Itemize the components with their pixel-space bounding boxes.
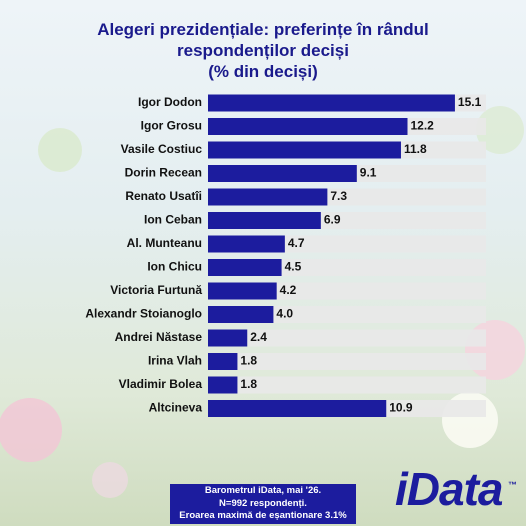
bar — [208, 94, 455, 112]
y-tick-label: Igor Grosu — [141, 119, 202, 133]
y-tick-label: Ion Ceban — [144, 213, 202, 227]
bar — [208, 400, 387, 417]
y-tick-label: Al. Munteanu — [127, 236, 202, 250]
bar — [208, 118, 408, 135]
y-tick-label: Irina Vlah — [148, 354, 202, 368]
bar — [208, 212, 321, 229]
y-tick-label: Renato Usatîi — [125, 189, 202, 203]
value-label: 2.4 — [250, 330, 267, 344]
bar-track — [208, 282, 486, 300]
value-label: 9.1 — [360, 166, 377, 180]
bar-track — [208, 353, 486, 370]
logo-trademark: ™ — [508, 480, 517, 490]
value-label: 4.5 — [285, 260, 302, 274]
value-label: 12.2 — [411, 119, 435, 133]
bar-track — [208, 306, 486, 323]
bar — [208, 235, 285, 253]
y-tick-label: Ion Chicu — [147, 260, 202, 274]
chart-title: Alegeri prezidențiale: preferințe în rân… — [97, 20, 429, 60]
bar — [208, 306, 274, 323]
footnote-line: Eroarea maximă de eșantionare 3.1% — [179, 510, 347, 521]
y-tick-label: Vasile Costiuc — [121, 142, 203, 156]
y-tick-label: Vladimir Bolea — [119, 377, 203, 391]
footnote-line: N=992 respondenți. — [219, 497, 307, 509]
bar — [208, 188, 328, 206]
y-tick-label: Altcineva — [149, 401, 203, 415]
logo: iData — [395, 463, 503, 515]
chart-subtitle: (% din deciși) — [208, 62, 318, 81]
y-tick-label: Alexandr Stoianoglo — [85, 307, 202, 321]
bar — [208, 282, 277, 300]
bar — [208, 165, 357, 182]
value-label: 1.8 — [240, 377, 257, 391]
value-label: 4.2 — [280, 283, 297, 297]
value-label: 1.8 — [240, 354, 257, 368]
y-tick-label: Victoria Furtună — [110, 283, 202, 297]
bar-track — [208, 376, 486, 394]
bar — [208, 329, 248, 347]
footnote: Barometrul iData, mai '26. N=992 responde… — [170, 484, 356, 524]
value-label: 15.1 — [458, 95, 482, 109]
bar — [208, 259, 282, 276]
bar — [208, 376, 238, 394]
value-label: 4.7 — [288, 236, 305, 250]
y-tick-label: Igor Dodon — [138, 95, 202, 109]
value-label: 11.8 — [404, 142, 427, 156]
bar — [208, 353, 238, 370]
value-label: 6.9 — [324, 213, 341, 227]
bar-track — [208, 329, 486, 347]
value-label: 7.3 — [330, 189, 347, 203]
value-label: 4.0 — [276, 307, 293, 321]
footnote-line: Barometrul iData, mai '26. — [204, 485, 322, 496]
bar — [208, 141, 401, 159]
y-tick-label: Dorin Recean — [125, 166, 202, 180]
y-tick-label: Andrei Năstase — [115, 330, 203, 344]
value-label: 10.9 — [389, 401, 413, 415]
